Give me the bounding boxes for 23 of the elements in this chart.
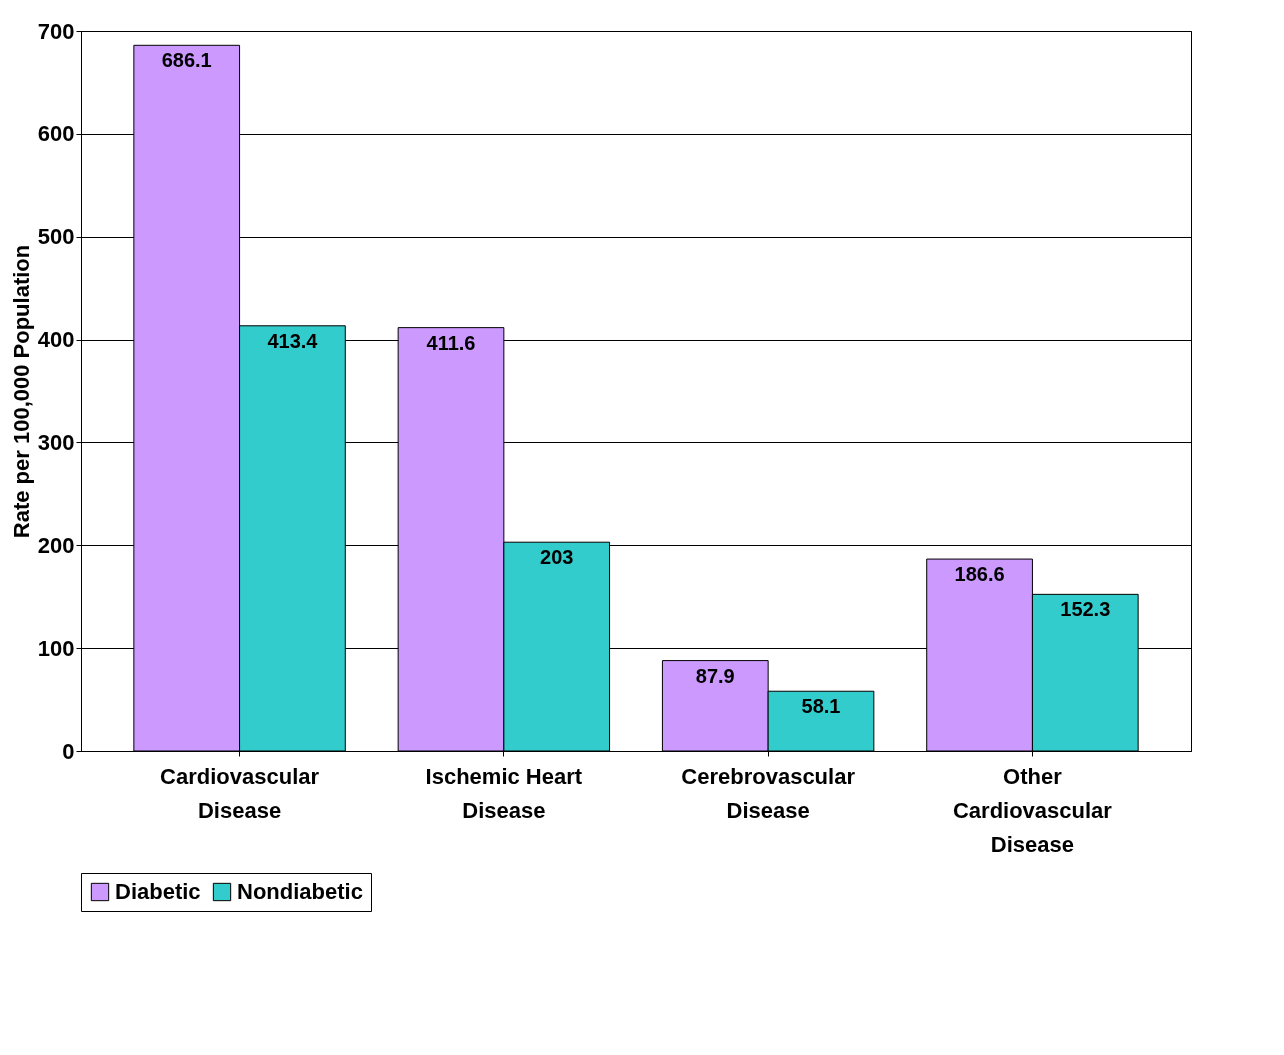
legend-label: Nondiabetic [237,879,363,904]
data-label: 87.9 [695,664,735,687]
data-label: 152.3 [1060,598,1111,621]
y-tick-label: 100 [37,635,75,661]
x-tick-label: Cardiovascular Disease [160,763,320,823]
y-tick-label: 600 [37,121,75,147]
data-label: 203 [540,546,574,569]
x-tick-label: Cerebrovascular Disease [681,763,856,823]
y-tick-label: 700 [37,18,75,44]
data-label: 411.6 [426,331,476,354]
x-tick-label: Other Cardiovascular Disease [952,763,1113,857]
y-axis-title: Rate per 100,000 Population [8,244,34,539]
x-tick-label: Ischemic Heart Disease [425,763,583,823]
y-tick-label: 0 [62,738,75,764]
data-label: 686.1 [161,49,212,72]
data-label: 58.1 [801,695,841,718]
data-label: 413.4 [267,329,319,352]
y-tick-label: 400 [37,327,75,353]
legend-label: Diabetic [115,879,201,904]
y-tick-label: 300 [37,429,75,455]
y-tick-label: 200 [37,532,75,558]
data-label: 186.6 [954,563,1005,586]
y-tick-label: 500 [37,224,75,250]
